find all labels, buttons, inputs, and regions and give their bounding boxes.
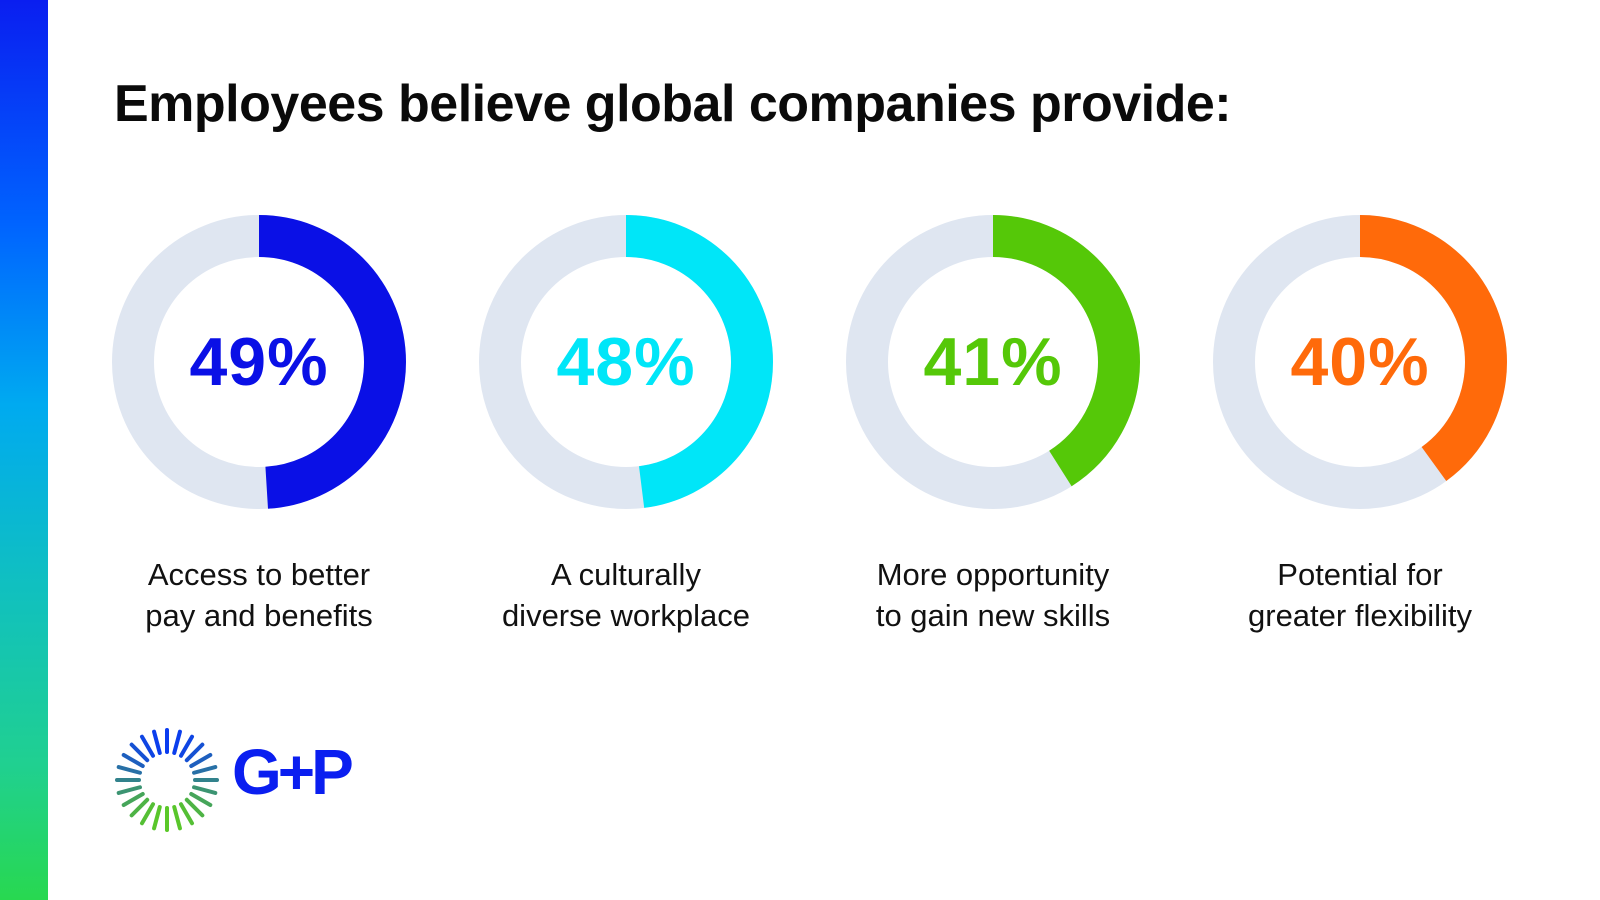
caption-skills: More opportunity to gain new skills	[823, 554, 1163, 636]
gp-logo: G+P	[112, 725, 354, 835]
donut-chart-diversity: 48%	[474, 210, 778, 514]
donut-ring-icon	[479, 215, 773, 509]
caption-pay: Access to better pay and benefits	[89, 554, 429, 636]
donut-ring-icon	[846, 215, 1140, 509]
logo-wordmark: G+P	[232, 736, 354, 808]
donut-value: 49%	[189, 324, 329, 400]
donut-ring-icon	[1213, 215, 1507, 509]
caption-line: pay and benefits	[145, 598, 373, 633]
caption-line: greater flexibility	[1248, 598, 1472, 633]
donut-chart-pay: 49%	[107, 210, 411, 514]
donut-value: 48%	[556, 324, 696, 400]
sunburst-icon	[115, 728, 219, 832]
caption-line: Access to better	[147, 557, 371, 592]
caption-flexibility: Potential for greater flexibility	[1190, 554, 1530, 636]
caption-line: Potential for	[1277, 557, 1443, 592]
donut-ring-icon	[112, 215, 406, 509]
page-title: Employees believe global companies provi…	[114, 75, 1232, 133]
donut-chart-flexibility: 40%	[1208, 210, 1512, 514]
caption-line: diverse workplace	[501, 598, 751, 633]
gradient-side-bar	[0, 0, 48, 900]
caption-line: A culturally	[551, 557, 701, 592]
caption-line: to gain new skills	[875, 598, 1111, 633]
donut-chart-skills: 41%	[841, 210, 1145, 514]
donut-value: 41%	[923, 324, 1063, 400]
caption-diversity: A culturally diverse workplace	[456, 554, 796, 636]
donut-value: 40%	[1290, 324, 1430, 400]
caption-line: More opportunity	[876, 557, 1110, 592]
